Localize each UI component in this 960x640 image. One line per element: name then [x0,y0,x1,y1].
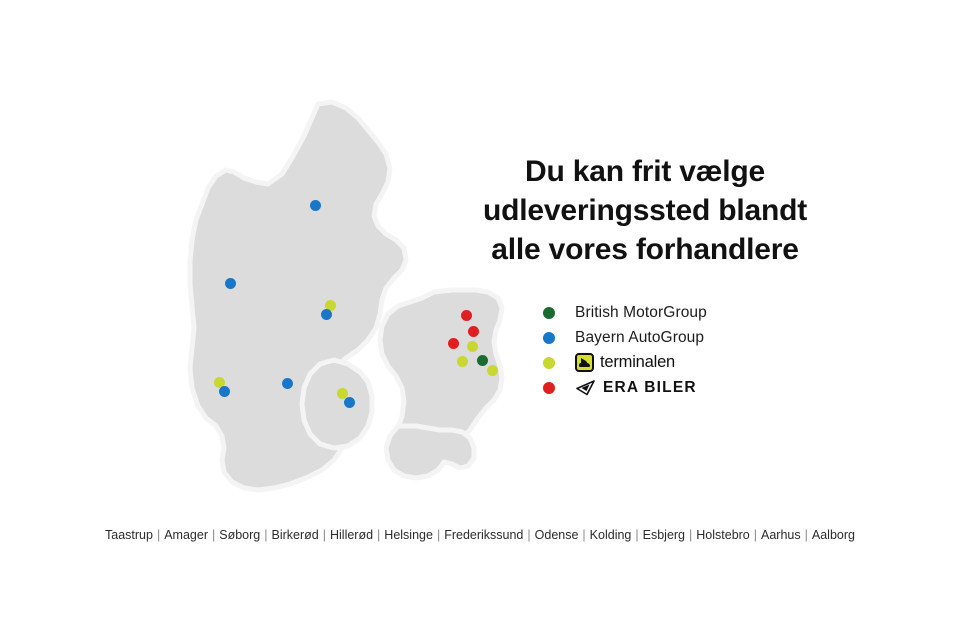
legend-dot-icon [543,306,555,319]
headline-line-2: udleveringssted blandt [483,194,807,227]
city-name: Søborg [219,528,261,542]
map-marker[interactable] [309,199,321,211]
city-name: Frederikssund [444,528,524,542]
city-name: Holstebro [696,528,750,542]
legend-dot-icon [543,331,555,344]
city-separator: | [753,528,758,542]
city-name: Esbjerg [642,528,686,542]
map-marker[interactable] [467,325,479,337]
legend-label: ERA BILER [603,378,697,396]
region-jutland [187,99,409,493]
map-marker[interactable] [476,354,488,366]
city-name: Birkerød [271,528,319,542]
city-separator: | [264,528,268,542]
city-separator: | [436,528,441,542]
legend-item-terminalen: terminalen [543,350,843,375]
legend-item-era-biler: ERA BILER [543,375,843,400]
city-name: Hillerød [329,528,374,542]
denmark-map [186,96,536,506]
city-name: Aalborg [811,528,855,542]
city-name: Aarhus [761,528,801,542]
map-marker[interactable] [456,355,468,367]
city-separator: | [212,528,216,542]
map-landmasses [187,99,505,493]
map-marker[interactable] [320,308,332,320]
city-separator: | [377,528,381,542]
headline-line-1: Du kan frit vælge [525,155,765,188]
map-marker[interactable] [336,387,348,399]
legend-dot-icon [543,381,555,394]
map-marker[interactable] [447,337,459,349]
map-marker[interactable] [486,364,498,376]
map-marker[interactable] [218,385,230,397]
map-marker[interactable] [213,376,225,388]
legend-item-bayern-autogroup: Bayern AutoGroup [543,325,843,350]
city-separator: | [635,528,639,542]
brand-legend: British MotorGroup Bayern AutoGroup term… [543,300,843,400]
city-name: Kolding [589,528,632,542]
city-name: Taastrup [105,528,153,542]
city-name: Helsinge [384,528,433,542]
city-separator: | [527,528,531,542]
map-marker[interactable] [224,277,236,289]
era-biler-logo: ERA BILER [575,379,697,397]
city-separator: | [156,528,161,542]
city-list: Taastrup | Amager | Søborg | Birkerød | Hillerød… [0,528,960,542]
terminalen-logo: terminalen [575,353,675,372]
era-triangle-icon [576,380,595,396]
legend-label: Bayern AutoGroup [575,328,705,346]
terminalen-car-icon [575,353,594,372]
region-funen [299,357,375,451]
city-name: Amager [164,528,208,542]
city-separator: | [582,528,586,542]
headline-line-3: alle vores forhandlere [491,233,799,266]
page-title: Du kan frit vælge udleveringssted blandt… [430,152,860,269]
city-separator: | [804,528,808,542]
map-marker[interactable] [460,309,472,321]
legend-label: terminalen [600,353,676,371]
map-marker[interactable] [343,396,355,408]
legend-label: British MotorGroup [575,303,707,321]
city-name: Odense [534,528,579,542]
map-marker[interactable] [324,299,336,311]
map-marker[interactable] [281,377,293,389]
denmark-map-svg [187,99,505,493]
region-lolland-falster [383,423,477,481]
legend-dot-icon [543,356,555,369]
legend-item-british-motorgroup: British MotorGroup [543,300,843,325]
city-separator: | [689,528,693,542]
map-marker[interactable] [466,340,478,352]
city-separator: | [322,528,326,542]
